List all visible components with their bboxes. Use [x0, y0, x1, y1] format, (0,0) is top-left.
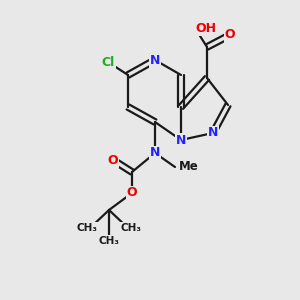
Text: O: O: [225, 28, 235, 41]
Text: N: N: [150, 146, 160, 160]
Text: CH₃: CH₃: [121, 223, 142, 233]
Text: N: N: [176, 134, 186, 146]
Text: CH₃: CH₃: [76, 223, 98, 233]
Text: N: N: [150, 53, 160, 67]
Text: Me: Me: [179, 160, 199, 173]
Text: CH₃: CH₃: [98, 236, 119, 246]
Text: Cl: Cl: [101, 56, 115, 68]
Text: O: O: [108, 154, 118, 166]
Text: OH: OH: [195, 22, 216, 34]
Text: N: N: [208, 127, 218, 140]
Text: O: O: [127, 187, 137, 200]
